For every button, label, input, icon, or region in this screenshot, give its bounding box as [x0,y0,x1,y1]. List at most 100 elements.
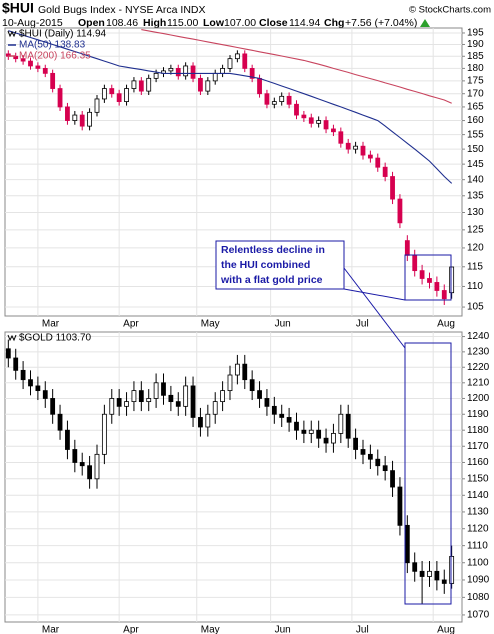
candle-body [382,166,388,177]
candle-body [353,437,359,450]
y-tick-label: 105 [467,302,484,313]
y-tick-label: 1210 [467,377,490,388]
candle-body [249,68,255,79]
y-tick-label: 180 [467,63,484,74]
candle-body [367,154,373,159]
y-tick-label: 1230 [467,346,490,357]
stat-label: Close [259,17,288,29]
panel-frame [4,331,463,623]
y-tick-label: 1240 [467,331,490,342]
y-tick-label: 1160 [467,457,489,468]
candle-body [286,95,292,105]
candle-body [301,429,307,434]
y-tick-label: 1170 [467,441,489,452]
candle-body [220,390,226,403]
candle-body [20,58,26,62]
candle-body [35,65,41,69]
candle-body [301,114,307,119]
y-tick-label: 160 [467,115,484,126]
candle-body [124,401,129,407]
candle-body [449,555,455,584]
stat-label: Chg [324,17,344,29]
highlight-box [404,342,452,605]
candle-body [198,417,203,428]
candle-body [345,413,351,439]
candle-body [338,413,344,434]
y-tick-label: 1100 [467,557,489,568]
candle-body [205,413,211,428]
candle-body [345,142,351,150]
highlight-box [404,254,452,301]
candle-body [212,401,218,415]
x-tick-label: Jun [275,319,291,330]
annotation-box [215,240,345,290]
candle-body [323,437,329,444]
y-tick-label: 1180 [467,425,489,436]
legend-icon [7,30,17,38]
candle-body [116,398,122,407]
candle-body [294,103,299,116]
candle-body [35,385,41,392]
candle-body [419,570,425,577]
candle-body [138,80,144,92]
candle-body [234,53,240,60]
y-tick-label: 1140 [467,490,489,501]
legend-text: $GOLD 1103.70 [19,333,92,344]
copyright: © StockCharts.com [409,5,491,16]
candle-body [212,72,218,82]
date: 10-Aug-2015 [2,17,63,29]
candle-body [279,95,285,102]
candle-body [242,53,248,69]
candle-body [308,117,314,124]
candle-body [87,465,93,480]
candle-body [375,157,381,168]
candle-body [190,385,196,418]
y-tick-label: 115 [467,261,483,272]
candle-body [87,111,93,127]
y-tick-label: 1080 [467,592,490,603]
candle-body [109,88,115,95]
candle-body [419,270,425,279]
y-tick-label: 1190 [467,409,489,420]
plot-area [5,28,462,316]
candle-body [168,68,174,72]
connector [343,267,406,349]
candle-body [161,382,166,396]
candle-body [220,68,226,74]
legend-text: $HUI (Daily) 114.94 [19,29,107,40]
legend-text: MA(200) 166.35 [19,51,91,62]
stat-label: Low [203,17,225,29]
candle-body [249,379,255,392]
candle-body [168,394,174,403]
candle-body [227,58,233,69]
candle-body [427,278,432,283]
candle-body [79,462,85,467]
candle-body [42,68,48,74]
candle-body [42,390,48,399]
y-tick-label: 1200 [467,393,490,404]
y-tick-label: 190 [467,39,484,50]
candle-body [124,88,129,102]
candle-body [101,88,107,100]
candle-body [316,120,322,124]
x-tick-label: Jul [356,319,369,330]
candle-body [367,453,373,460]
candle-body [175,68,181,77]
candle-body [28,60,33,67]
candle-body [65,106,70,121]
x-tick-label: Jul [356,625,369,634]
candle-body [412,254,418,272]
candle-body [146,398,152,403]
stat-value: 115.00 [167,17,198,29]
candle-body [412,562,418,572]
connector [343,288,406,301]
symbol: $HUI [2,0,34,16]
plot-area [5,332,462,622]
candle-body [153,382,159,399]
annotation-text: with a flat gold price [220,274,323,286]
ma-line [141,29,452,104]
stat-value: 114.94 [289,17,320,29]
candle-body [294,421,299,431]
candle-body [20,369,26,381]
candle-body [190,65,196,79]
